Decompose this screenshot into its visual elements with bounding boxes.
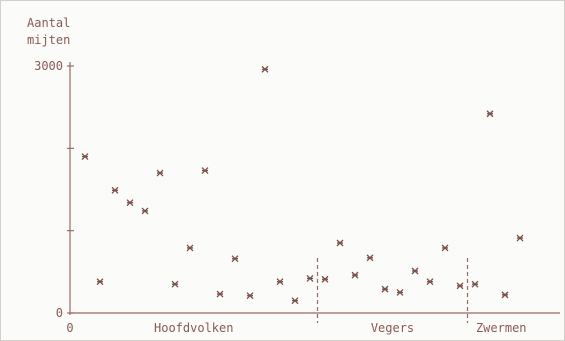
- data-point: [472, 281, 478, 287]
- data-point: [442, 245, 448, 251]
- data-point: [337, 240, 343, 246]
- x-origin-label: 0: [66, 321, 73, 335]
- axes: [67, 62, 560, 315]
- data-point: [172, 281, 178, 287]
- data-point: [187, 245, 193, 251]
- data-point: [232, 256, 238, 262]
- y-tick-label: 0: [56, 306, 63, 320]
- group-labels: Hoofdvolken Vegers Zwermen: [154, 258, 527, 335]
- data-point: [82, 154, 88, 160]
- y-axis-title-line: mijten: [27, 33, 70, 47]
- data-point: [412, 268, 418, 274]
- data-point: [97, 279, 103, 285]
- data-point: [112, 187, 118, 193]
- data-point: [127, 200, 133, 206]
- group-label: Zwermen: [476, 321, 527, 335]
- data-point: [367, 255, 373, 261]
- data-point: [157, 170, 163, 176]
- data-point: [517, 235, 523, 241]
- axis-labels: 0 3000 Aantal mijten 0: [27, 16, 74, 335]
- data-point: [397, 289, 403, 295]
- group-label: Hoofdvolken: [154, 321, 233, 335]
- data-point: [247, 293, 253, 299]
- data-point: [292, 298, 298, 304]
- y-tick-label: 3000: [34, 59, 63, 73]
- data-point: [487, 111, 493, 117]
- data-point: [352, 272, 358, 278]
- y-axis-title-line: Aantal: [27, 16, 70, 30]
- data-point: [457, 283, 463, 289]
- data-point: [202, 168, 208, 174]
- data-point: [142, 208, 148, 214]
- data-point: [217, 291, 223, 297]
- group-label: Vegers: [371, 321, 414, 335]
- data-points: [82, 66, 523, 303]
- data-point: [502, 292, 508, 298]
- data-point: [277, 279, 283, 285]
- data-point: [382, 286, 388, 292]
- data-point: [427, 279, 433, 285]
- data-point: [307, 275, 313, 281]
- data-point: [262, 66, 268, 72]
- data-point: [322, 276, 328, 282]
